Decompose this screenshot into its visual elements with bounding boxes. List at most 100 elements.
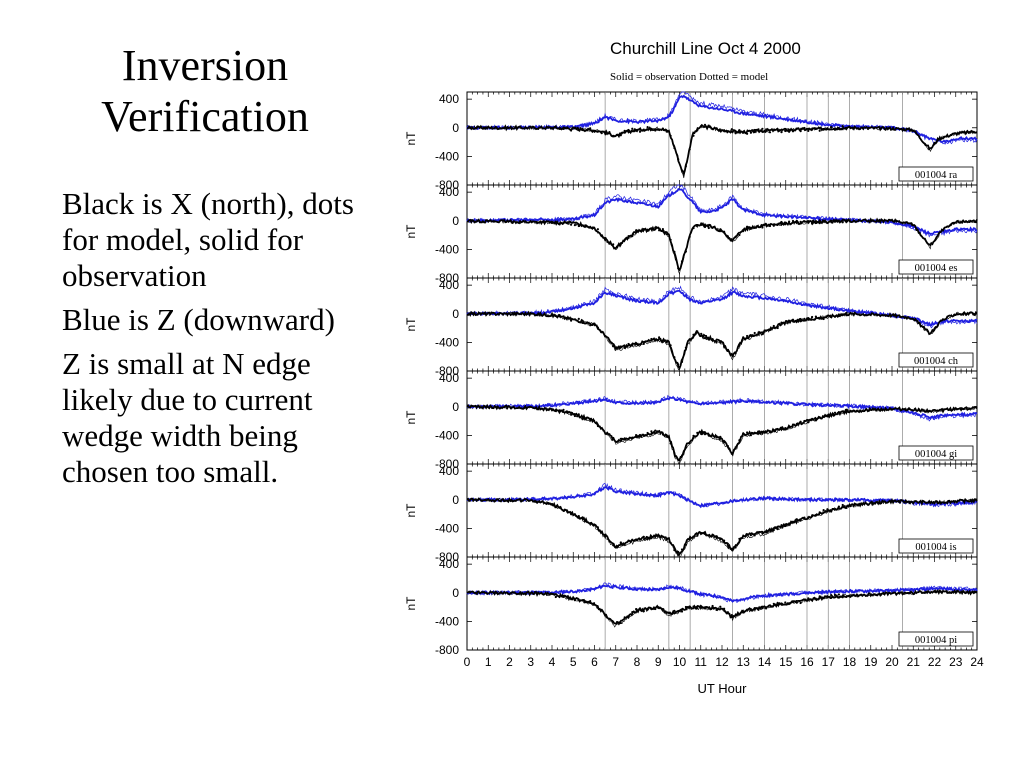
x-model-dot: [803, 419, 806, 423]
x-model-dot: [673, 452, 676, 455]
chart-panel: 400 0 -400 -800 nT 001004 pi: [404, 556, 978, 657]
y-tick-label: -800: [435, 178, 459, 192]
x-model-dot: [780, 131, 783, 134]
x-model-dot: [692, 333, 695, 336]
station-label: 001004 gi: [915, 449, 957, 460]
x-model-dot: [700, 532, 703, 535]
x-model-dot: [684, 543, 687, 546]
x-tick-label: 19: [864, 655, 878, 669]
x-model-dot: [780, 524, 783, 527]
x-model-dot: [788, 425, 791, 428]
x-model-dot: [768, 131, 772, 134]
x-model-dot: [830, 125, 833, 129]
x-tick-label: 17: [822, 655, 836, 669]
z-model-line: [466, 184, 978, 238]
x-model-dot: [600, 331, 603, 334]
x-model-dot: [570, 597, 573, 600]
bullet-item: Black is X (north), dots for model, soli…: [62, 186, 354, 293]
x-model-dot: [593, 419, 596, 422]
x-model-dot: [612, 436, 615, 440]
x-model-dot: [608, 242, 611, 245]
x-model-dot: [558, 506, 561, 509]
x-model-dot: [635, 434, 638, 437]
x-model-dot: [723, 230, 726, 233]
x-model-dot: [726, 130, 729, 133]
x-model-dot: [585, 520, 588, 523]
x-model-dot: [822, 509, 825, 512]
z-observation-line: [466, 94, 978, 144]
x-model-dot: [646, 126, 649, 129]
x-model-dot: [692, 227, 695, 230]
x-model-dot: [845, 408, 848, 411]
x-model-dot: [673, 356, 676, 359]
x-model-dot: [791, 219, 795, 223]
x-model-dot: [646, 229, 649, 232]
x-model-dot: [615, 347, 619, 350]
x-model-dot: [746, 225, 749, 228]
x-model-dot: [596, 606, 599, 609]
x-model-dot: [707, 338, 710, 341]
x-model-dot: [761, 127, 764, 130]
y-axis-label: nT: [404, 224, 418, 239]
x-model-dot: [765, 128, 768, 131]
x-model-dot: [631, 127, 634, 130]
x-model-dot: [795, 320, 798, 323]
x-model-dot: [573, 513, 576, 516]
x-model-dot: [627, 128, 630, 132]
x-tick-label: 6: [591, 655, 598, 669]
x-model-dot: [788, 522, 791, 525]
x-model-dot: [734, 446, 737, 449]
x-model-dot: [761, 432, 764, 435]
x-model-dot: [715, 435, 718, 438]
x-model-dot: [566, 221, 569, 224]
x-model-dot: [558, 223, 561, 226]
x-model-dot: [818, 129, 821, 132]
x-model-dot: [638, 433, 642, 437]
x-model-dot: [734, 236, 737, 239]
x-model-dot: [665, 233, 668, 236]
station-label-box: [898, 352, 974, 368]
x-model-dot: [780, 321, 783, 324]
x-model-dot: [719, 228, 722, 231]
x-tick-label: 5: [570, 655, 577, 669]
x-model-dot: [761, 226, 764, 229]
x-model-dot: [669, 238, 672, 241]
y-tick-label: -400: [435, 614, 459, 628]
x-model-dot: [696, 607, 699, 610]
x-tick-label: 23: [949, 655, 963, 669]
x-model-dot: [658, 128, 661, 131]
x-model-dot: [608, 540, 611, 543]
x-model-dot: [738, 129, 741, 132]
x-model-dot: [658, 430, 661, 433]
x-model-dot: [650, 127, 653, 130]
x-model-dot: [593, 323, 596, 326]
x-model-dot: [627, 342, 630, 346]
x-model-dot: [612, 345, 615, 348]
x-model-dot: [627, 236, 630, 239]
x-model-dot: [776, 602, 779, 605]
station-label-box: [898, 631, 974, 647]
x-model-dot: [788, 319, 791, 322]
bullet-item: Z is small at N edge likely due to curre…: [62, 346, 313, 489]
x-model-dot: [680, 610, 684, 613]
x-model-dot: [635, 129, 638, 132]
x-model-dot: [604, 432, 607, 435]
y-tick-label: 0: [452, 493, 459, 507]
x-tick-label: 7: [612, 655, 619, 669]
x-model-dot: [830, 315, 833, 318]
x-model-dot: [661, 340, 664, 343]
x-model-dot: [723, 129, 726, 132]
x-model-dot: [596, 424, 599, 428]
x-model-dot: [573, 414, 576, 418]
z-observation-line: [466, 396, 978, 421]
x-model-dot: [665, 537, 668, 540]
x-model-dot: [772, 324, 775, 328]
x-model-dot: [837, 505, 840, 508]
x-model-dot: [833, 593, 837, 596]
x-model-dot: [673, 146, 676, 150]
x-model-dot: [684, 165, 687, 168]
x-observation-line: [466, 123, 978, 177]
x-model-dot: [623, 543, 626, 546]
x-model-dot: [791, 520, 795, 523]
x-model-dot: [837, 313, 840, 316]
